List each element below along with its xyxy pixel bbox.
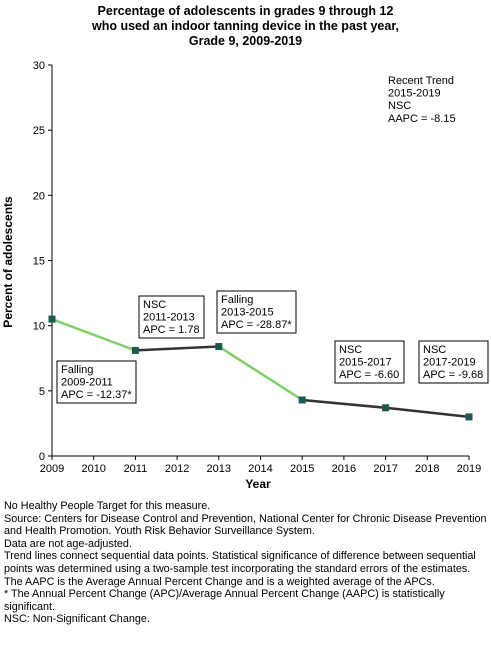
annotation-line: Falling — [61, 364, 93, 376]
annotation-line: APC = -6.60 — [339, 369, 399, 381]
y-tick-label: 0 — [39, 451, 45, 463]
annotation-line: NSC — [339, 344, 362, 356]
x-tick-label: 2012 — [165, 463, 189, 475]
x-tick-label: 2018 — [415, 463, 439, 475]
annotation-line: 2015-2019 — [388, 88, 441, 100]
annotation-line: NSC — [388, 100, 411, 112]
annotation-box — [138, 295, 205, 339]
y-tick-label: 20 — [33, 190, 45, 202]
note-trend: Trend lines connect sequential data poin… — [4, 550, 476, 575]
chart-title: Percentage of adolescents in grades 9 th… — [0, 4, 491, 49]
annotation-box — [216, 290, 297, 334]
trend-segment-2015-2017 — [302, 398, 386, 410]
note-significance: * The Annual Percent Change (APC)/Averag… — [4, 588, 445, 613]
trend-lines — [51, 317, 470, 419]
annotation-box — [334, 340, 405, 384]
annotation-line: NSC — [423, 344, 446, 356]
title-line-1: Percentage of adolescents in grades 9 th… — [97, 4, 394, 18]
y-tick-label: 25 — [33, 125, 45, 137]
data-point-2009 — [48, 315, 56, 323]
annotation-line: AAPC = -8.15 — [388, 113, 456, 125]
trend-segment-2017-2019 — [385, 406, 470, 419]
annotation-line: NSC — [143, 299, 166, 311]
y-tick-label: 30 — [33, 60, 45, 72]
x-tick-label: 2017 — [373, 463, 397, 475]
y-tick-label: 10 — [33, 321, 45, 333]
axes: 0 5 10 15 20 25 30 2009 2010 2011 2012 2013 2014 2015… — [33, 60, 481, 475]
trend-chart: 0 5 10 15 20 25 30 2009 2010 2011 2012 2013 2014 2015… — [1, 60, 489, 491]
x-tick-label: 2016 — [332, 463, 356, 475]
data-markers — [48, 315, 473, 421]
note-nsc: NSC: Non-Significant Change. — [4, 613, 150, 626]
data-point-2011 — [131, 346, 139, 354]
x-tick-label: 2019 — [457, 463, 481, 475]
x-tick-label: 2011 — [124, 463, 148, 475]
annotation-line: APC = 1.78 — [143, 324, 200, 336]
annotation-line: 2017-2019 — [423, 357, 476, 369]
trend-segment-2011-2013 — [135, 345, 219, 352]
annotation-box — [418, 340, 489, 384]
note-age: Data are not age-adjusted. — [4, 537, 132, 550]
y-tick-label: 5 — [39, 386, 45, 398]
annotation-line: 2009-2011 — [61, 377, 113, 389]
annotation-line: APC = -12.37* — [61, 389, 132, 401]
x-tick-label: 2015 — [290, 463, 314, 475]
data-point-2019 — [465, 413, 473, 421]
x-axis-label: Year — [245, 477, 271, 491]
annotation-line: Recent Trend — [388, 75, 454, 87]
annotation-line: 2013-2015 — [221, 307, 274, 319]
annotation-line: APC = -9.68 — [423, 369, 483, 381]
y-axis-label: Percent of adolescents — [1, 196, 15, 328]
x-tick-label: 2013 — [207, 463, 231, 475]
x-tick-label: 2010 — [81, 463, 105, 475]
note-target: No Healthy People Target for this measur… — [4, 500, 211, 512]
note-aapc: The AAPC is the Average Annual Percent C… — [4, 575, 435, 588]
footnotes: No Healthy People Target for this measur… — [4, 500, 488, 626]
data-point-2017 — [382, 404, 390, 412]
y-tick-label: 15 — [33, 256, 45, 268]
x-tick-label: 2014 — [248, 463, 272, 475]
x-tick-label: 2009 — [40, 463, 64, 475]
title-line-3: Grade 9, 2009-2019 — [188, 34, 303, 48]
annotation-line: APC = -28.87* — [221, 319, 292, 331]
annotation-box — [56, 360, 137, 404]
trend-segment-2009-2011 — [51, 317, 136, 352]
annotation-line: Falling — [221, 294, 253, 306]
annotation-line: 2015-2017 — [339, 357, 392, 369]
title-line-2: who used an indoor tanning device in the… — [91, 19, 399, 33]
data-point-2013 — [215, 343, 223, 351]
note-source: Source: Centers for Disease Control and … — [4, 512, 487, 538]
data-point-2015 — [298, 396, 306, 404]
trend-segment-2013-2015 — [218, 345, 303, 402]
annotation-line: 2011-2013 — [143, 312, 195, 324]
